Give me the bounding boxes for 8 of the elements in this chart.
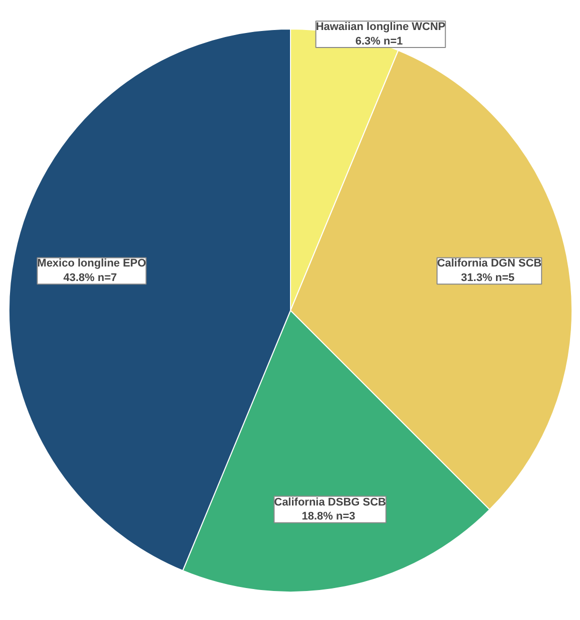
slice-label: Hawaiian longline WCNP	[316, 21, 446, 34]
data-label: 31.3% n=5	[461, 272, 515, 284]
slice-label: California DGN SCB	[437, 258, 542, 270]
slice-label: Mexico longline EPO	[37, 258, 147, 270]
data-label: 18.8% n=3	[302, 510, 356, 523]
slice-label: California DSBG SCB	[274, 496, 386, 508]
data-label: 6.3% n=1	[355, 36, 403, 48]
data-label: 43.8% n=7	[63, 272, 117, 284]
